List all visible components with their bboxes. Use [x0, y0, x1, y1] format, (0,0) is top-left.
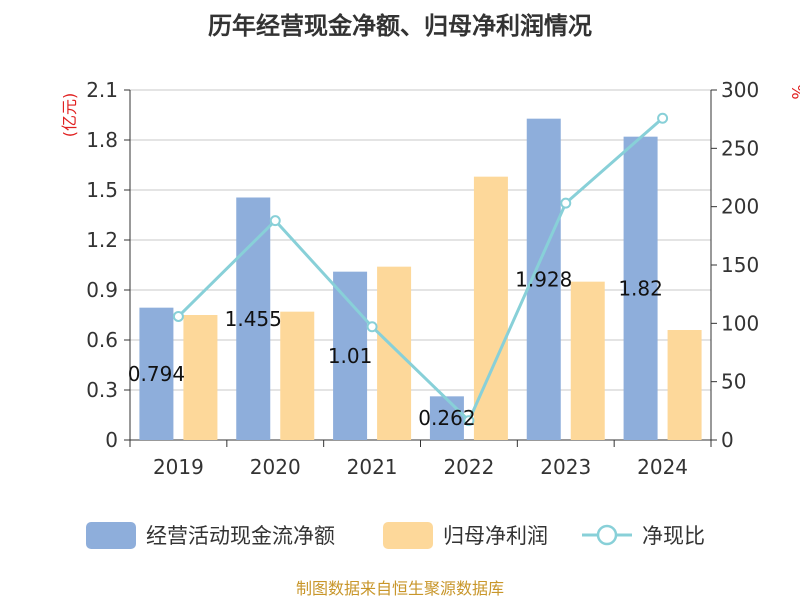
left-tick-label: 1.5: [86, 178, 118, 202]
ratio-point: [366, 321, 378, 333]
x-tick-label: 2022: [443, 455, 494, 479]
cash-flow-value-label: 0.794: [128, 362, 185, 386]
ratio-point: [560, 197, 572, 209]
bar-cash-flow: [429, 396, 464, 440]
bar-net-profit: [377, 266, 412, 440]
cash-flow-value-label: 1.455: [225, 307, 282, 331]
x-tick-label: 2023: [540, 455, 591, 479]
ratio-line-path: [177, 117, 664, 424]
bar-cash-flow: [623, 136, 658, 440]
right-tick-label: 200: [721, 195, 759, 219]
chart-title: 历年经营现金净额、归母净利润情况: [208, 12, 592, 40]
bar-net-profit: [570, 281, 605, 440]
bar-cash-flow: [333, 271, 368, 440]
bars: [139, 118, 702, 441]
grid-lines: [130, 89, 711, 441]
legend-swatch-cash-flow: [86, 522, 136, 549]
source-note: 制图数据来自恒生聚源数据库: [296, 579, 504, 598]
ratio-point: [657, 112, 669, 124]
left-tick-label: 1.2: [86, 228, 118, 252]
legend-swatch-net-profit: [383, 522, 433, 549]
left-axis-unit: (亿元): [60, 93, 79, 138]
bar-net-profit: [667, 330, 702, 440]
left-tick-label: 0.9: [86, 278, 118, 302]
legend-swatch-ratio-marker: [596, 524, 618, 546]
ratio-line: [172, 112, 669, 427]
bar-cash-flow: [236, 197, 271, 440]
right-axis-unit: %: [788, 84, 800, 99]
legend-label-net-profit: 归母净利润: [443, 524, 548, 548]
legend-label-cash-flow: 经营活动现金流净额: [146, 524, 335, 548]
axes: 0 0.3 0.6 0.9 1.2 1.5 1.8 2.1 0 50 100 150 200 250 300…: [86, 78, 759, 479]
legend-label-ratio: 净现比: [642, 524, 705, 548]
bar-net-profit: [280, 311, 315, 440]
left-tick-label: 0: [105, 428, 118, 452]
left-tick-label: 2.1: [86, 78, 118, 102]
right-tick-label: 300: [721, 78, 759, 102]
cash-flow-value-label: 1.928: [515, 267, 572, 291]
ratio-point: [463, 415, 475, 427]
left-tick-label: 0.3: [86, 378, 118, 402]
cash-flow-value-label: 1.82: [618, 276, 663, 300]
x-tick-label: 2024: [637, 455, 688, 479]
x-tick-label: 2020: [250, 455, 301, 479]
cash-flow-value-label: 0.262: [418, 406, 475, 430]
right-tick-label: 250: [721, 136, 759, 160]
bar-net-profit: [183, 315, 218, 440]
left-tick-label: 0.6: [86, 328, 118, 352]
cash-flow-value-label: 1.01: [328, 344, 373, 368]
x-tick-label: 2019: [153, 455, 204, 479]
legend: 经营活动现金流净额 归母净利润 净现比: [86, 522, 705, 549]
ratio-point: [269, 215, 281, 227]
ratio-point: [172, 310, 184, 322]
right-tick-label: 50: [721, 370, 746, 394]
right-tick-label: 150: [721, 253, 759, 277]
right-tick-label: 100: [721, 311, 759, 335]
data-labels: 0.794 1.455 1.01 0.262 1.928 1.82: [128, 267, 663, 430]
left-tick-label: 1.8: [86, 128, 118, 152]
x-tick-label: 2021: [347, 455, 398, 479]
bar-cash-flow: [139, 307, 174, 440]
right-tick-label: 0: [721, 428, 734, 452]
